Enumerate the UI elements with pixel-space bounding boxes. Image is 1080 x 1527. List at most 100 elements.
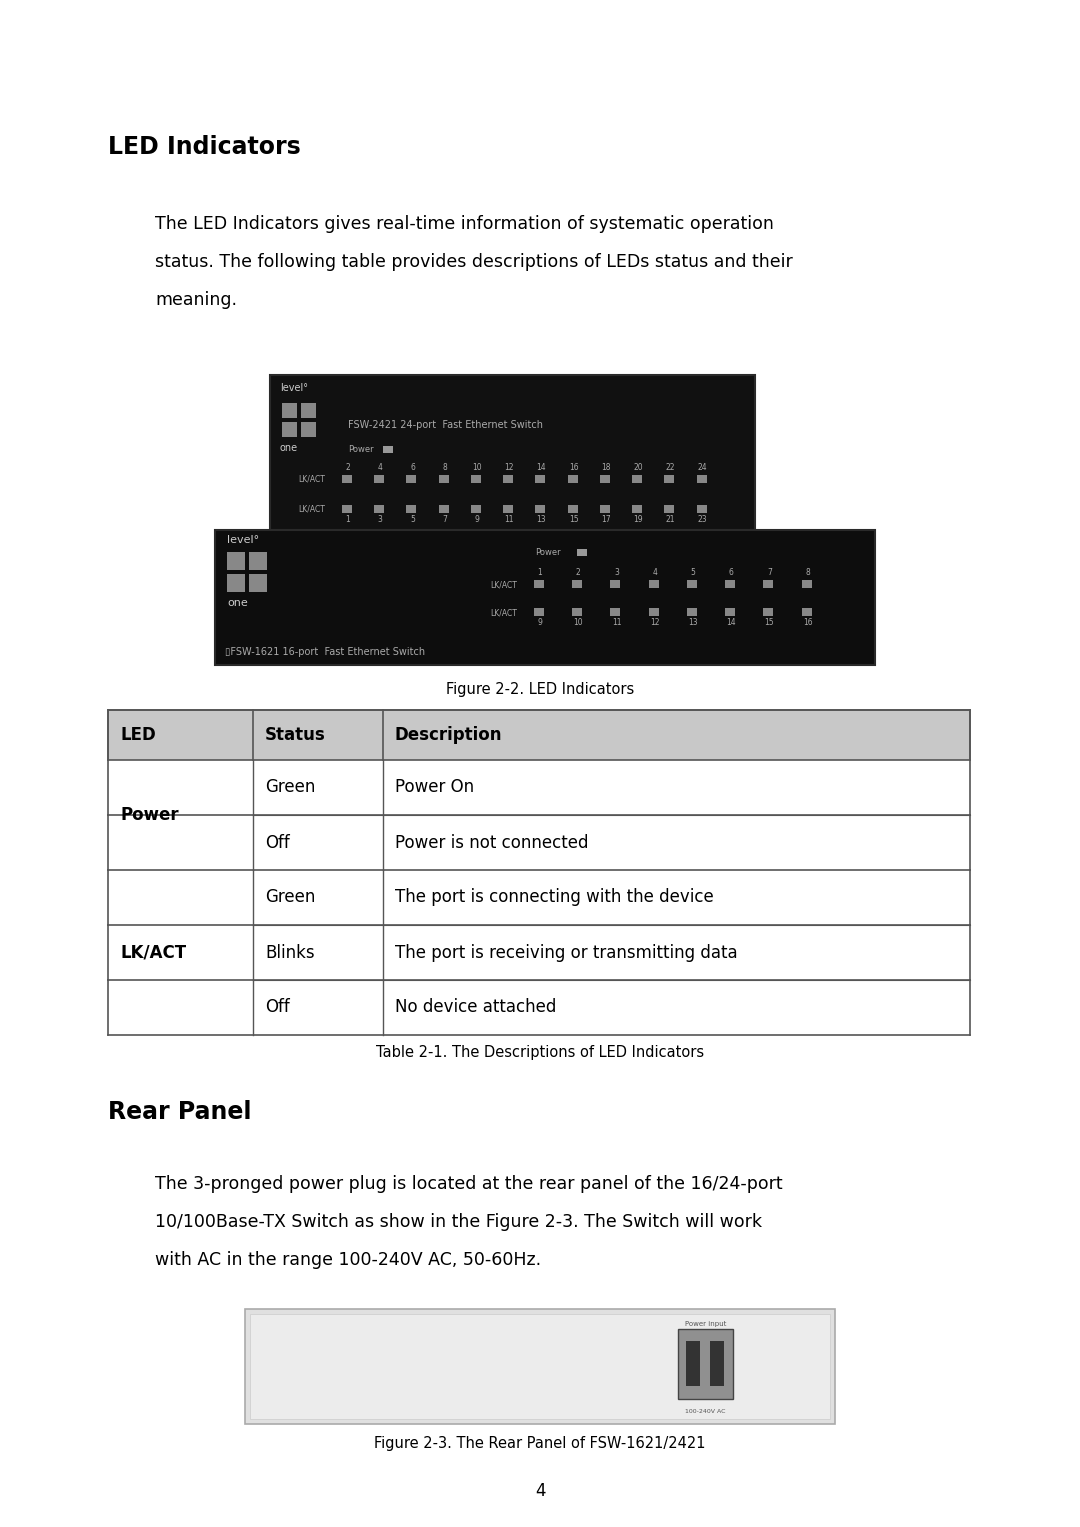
Bar bbox=[686, 1341, 700, 1387]
Text: one: one bbox=[227, 599, 247, 608]
Text: 20: 20 bbox=[633, 463, 643, 472]
Text: The 3-pronged power plug is located at the rear panel of the 16/24-port: The 3-pronged power plug is located at t… bbox=[156, 1174, 783, 1193]
Bar bbox=[108, 870, 970, 925]
Text: 15: 15 bbox=[765, 618, 774, 628]
Text: 100-240V AC: 100-240V AC bbox=[685, 1409, 726, 1414]
Text: The port is connecting with the device: The port is connecting with the device bbox=[395, 889, 714, 907]
Bar bbox=[375, 505, 384, 513]
Bar bbox=[301, 421, 316, 437]
Bar bbox=[245, 1309, 835, 1425]
Bar bbox=[406, 475, 417, 483]
Bar bbox=[664, 505, 674, 513]
Text: 23: 23 bbox=[698, 515, 707, 524]
Text: level°: level° bbox=[227, 534, 259, 545]
Text: ▯FSW-1621 16-port  Fast Ethernet Switch: ▯FSW-1621 16-port Fast Ethernet Switch bbox=[225, 647, 426, 657]
Text: LK/ACT: LK/ACT bbox=[298, 505, 325, 515]
Bar bbox=[610, 580, 621, 588]
Bar bbox=[249, 551, 267, 570]
Bar bbox=[342, 475, 352, 483]
Text: 6: 6 bbox=[410, 463, 415, 472]
Text: LK/ACT: LK/ACT bbox=[120, 944, 186, 962]
Bar bbox=[764, 608, 773, 615]
Text: 17: 17 bbox=[602, 515, 610, 524]
Bar bbox=[764, 580, 773, 588]
Bar bbox=[108, 710, 970, 760]
Text: 9: 9 bbox=[474, 515, 480, 524]
Bar bbox=[599, 475, 610, 483]
Bar bbox=[664, 475, 674, 483]
Bar bbox=[534, 580, 544, 588]
Text: 4: 4 bbox=[378, 463, 382, 472]
Text: 6: 6 bbox=[729, 568, 733, 577]
Bar bbox=[801, 608, 812, 615]
Bar bbox=[282, 403, 297, 418]
Bar bbox=[572, 608, 582, 615]
Text: 7: 7 bbox=[443, 515, 447, 524]
Bar bbox=[301, 403, 316, 418]
Text: with AC in the range 100-240V AC, 50-60Hz.: with AC in the range 100-240V AC, 50-60H… bbox=[156, 1251, 541, 1269]
Text: The LED Indicators gives real-time information of systematic operation: The LED Indicators gives real-time infor… bbox=[156, 215, 774, 234]
Text: 12: 12 bbox=[504, 463, 514, 472]
Text: Power input: Power input bbox=[685, 1321, 726, 1327]
Bar bbox=[503, 475, 513, 483]
Text: Figure 2-3. The Rear Panel of FSW-1621/2421: Figure 2-3. The Rear Panel of FSW-1621/2… bbox=[375, 1435, 705, 1451]
Text: 18: 18 bbox=[602, 463, 610, 472]
Bar bbox=[687, 580, 697, 588]
Bar bbox=[536, 475, 545, 483]
Bar bbox=[227, 551, 245, 570]
Bar bbox=[572, 580, 582, 588]
Text: 8: 8 bbox=[443, 463, 447, 472]
Text: 22: 22 bbox=[665, 463, 675, 472]
Text: Blinks: Blinks bbox=[265, 944, 314, 962]
Bar bbox=[282, 421, 297, 437]
Bar bbox=[568, 505, 578, 513]
Text: LK/ACT: LK/ACT bbox=[298, 475, 325, 484]
Text: Status: Status bbox=[265, 725, 326, 744]
Text: Power: Power bbox=[535, 548, 561, 557]
Bar bbox=[711, 1341, 725, 1387]
Bar bbox=[406, 505, 417, 513]
Bar bbox=[536, 505, 545, 513]
Bar bbox=[108, 760, 970, 815]
Text: No device attached: No device attached bbox=[395, 999, 556, 1017]
Text: status. The following table provides descriptions of LEDs status and their: status. The following table provides des… bbox=[156, 253, 793, 270]
Bar bbox=[383, 446, 393, 454]
Text: 13: 13 bbox=[537, 515, 546, 524]
Text: 15: 15 bbox=[569, 515, 579, 524]
Text: 1: 1 bbox=[538, 568, 542, 577]
Bar bbox=[725, 580, 735, 588]
Bar bbox=[438, 475, 448, 483]
Text: 16: 16 bbox=[569, 463, 579, 472]
Text: The port is receiving or transmitting data: The port is receiving or transmitting da… bbox=[395, 944, 738, 962]
Text: LED: LED bbox=[120, 725, 156, 744]
Text: Figure 2-2. LED Indicators: Figure 2-2. LED Indicators bbox=[446, 683, 634, 696]
Text: Power: Power bbox=[120, 806, 178, 825]
Text: Power: Power bbox=[348, 444, 374, 454]
Text: 24: 24 bbox=[698, 463, 707, 472]
Bar bbox=[687, 608, 697, 615]
Text: 13: 13 bbox=[688, 618, 698, 628]
Text: LK/ACT: LK/ACT bbox=[490, 608, 517, 617]
Text: 11: 11 bbox=[504, 515, 514, 524]
Text: 9: 9 bbox=[538, 618, 542, 628]
Bar bbox=[503, 505, 513, 513]
Bar bbox=[610, 608, 621, 615]
Text: Off: Off bbox=[265, 834, 289, 852]
Text: 14: 14 bbox=[537, 463, 546, 472]
Text: 5: 5 bbox=[410, 515, 415, 524]
Text: Power On: Power On bbox=[395, 779, 474, 797]
Text: 1: 1 bbox=[346, 515, 350, 524]
Text: 3: 3 bbox=[615, 568, 619, 577]
Bar bbox=[599, 505, 610, 513]
Text: 8: 8 bbox=[806, 568, 810, 577]
Bar bbox=[649, 580, 659, 588]
Text: Green: Green bbox=[265, 779, 315, 797]
Text: 2: 2 bbox=[576, 568, 581, 577]
Bar bbox=[471, 505, 481, 513]
Text: 11: 11 bbox=[611, 618, 621, 628]
Bar bbox=[249, 574, 267, 592]
Text: 12: 12 bbox=[650, 618, 660, 628]
Bar bbox=[801, 580, 812, 588]
Text: 19: 19 bbox=[633, 515, 643, 524]
Bar bbox=[375, 475, 384, 483]
